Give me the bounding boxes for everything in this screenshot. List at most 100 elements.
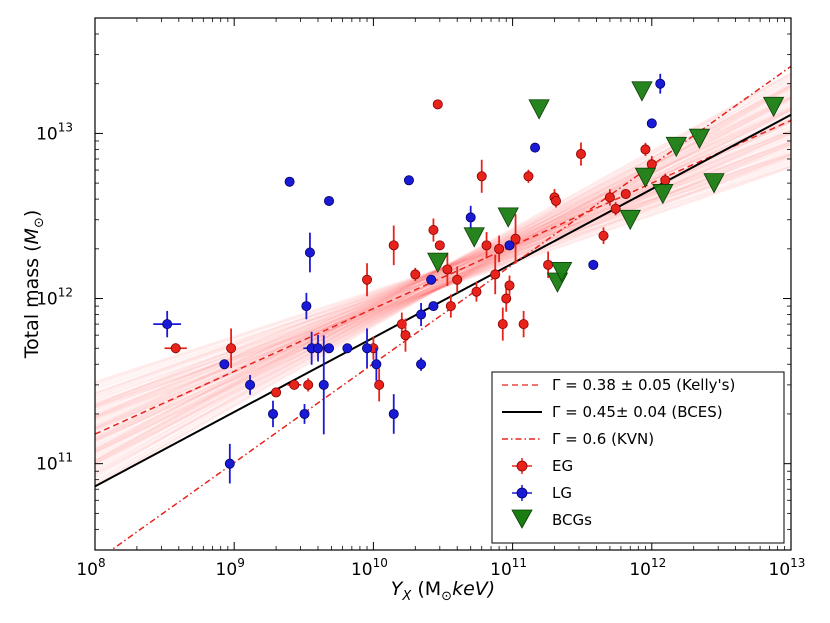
y-tick-label-2: 1013: [36, 120, 73, 144]
bcgs-point-8: [634, 167, 657, 188]
eg-point-31: [550, 194, 561, 208]
lg-point-12: [324, 195, 335, 206]
fit-line-kellys: [95, 119, 791, 435]
axis-ticks: 108 109 1010 1011 1012 1013 1011 1012 1013: [36, 17, 806, 580]
legend-bcg-marker: [511, 509, 533, 529]
eg-point-24: [501, 285, 512, 312]
lg-point-4: [268, 400, 279, 428]
lg-point-26: [588, 259, 599, 270]
bcgs-point-13: [762, 96, 785, 118]
legend-bcg-label: BCGs: [552, 511, 592, 529]
bcgs-point-9: [652, 184, 674, 205]
eg-point-12: [428, 218, 439, 242]
lg-point-19: [416, 302, 427, 327]
fit-line-bces: [95, 113, 791, 488]
lg-point-5: [284, 176, 295, 187]
eg-point-32: [575, 142, 586, 166]
lg-point-27: [646, 118, 657, 129]
eg-point-37: [640, 142, 651, 157]
eg-point-8: [388, 225, 399, 266]
legend-kvn-label: Γ = 0.6 (KVN): [552, 430, 654, 448]
eg-point-21: [490, 254, 501, 295]
lg-point-2: [224, 443, 235, 484]
legend-kelly-label: Γ = 0.38 ± 0.05 (Kelly's): [552, 376, 735, 394]
eg-point-11: [410, 267, 421, 282]
eg-point-0: [164, 343, 187, 354]
plot-frame: [94, 17, 792, 551]
lg-point-16: [371, 347, 382, 381]
y-axis-label: Total mass (M⊙): [21, 210, 47, 360]
legend-bces-label: Γ = 0.45± 0.04 (BCES): [552, 403, 723, 421]
lg-point-21: [428, 301, 439, 312]
bcgs-point-10: [665, 136, 687, 158]
lg-point-0: [153, 310, 182, 338]
bcgs-point-5: [550, 261, 573, 283]
eg-point-7: [374, 368, 385, 402]
legend-lg-label: LG: [552, 484, 572, 502]
lg-point-13: [324, 343, 335, 354]
eg-point-23: [497, 307, 508, 341]
eg-point-25: [504, 275, 515, 296]
eg-point-13: [432, 99, 443, 110]
eg-point-34: [604, 189, 615, 206]
legend-eg-marker: [512, 458, 532, 474]
lg-point-28: [655, 73, 666, 94]
bcgs-point-2: [497, 207, 519, 228]
eg-point-1: [226, 328, 237, 369]
lg-point-17: [388, 394, 399, 434]
eg-point-16: [445, 294, 456, 318]
eg-point-22: [494, 235, 505, 263]
lg-point-24: [504, 240, 515, 251]
bcgs-point-12: [703, 173, 725, 194]
eg-point-10: [400, 318, 411, 352]
lg-point-11: [318, 335, 329, 435]
x-tick-label-0: 108: [76, 556, 105, 580]
lg-point-6: [299, 404, 310, 424]
eg-point-33: [598, 227, 609, 245]
legend-eg-label: EG: [552, 457, 573, 475]
eg-point-14: [434, 240, 445, 251]
eg-point-36: [620, 188, 631, 199]
bcgs-point-6: [619, 209, 641, 231]
eg-point-26: [510, 214, 521, 264]
x-tick-label-2: 1010: [351, 556, 388, 580]
lg-point-1: [219, 359, 230, 370]
eg-point-4: [303, 378, 314, 392]
bcgs-point-1: [463, 227, 485, 248]
lg-point-18: [403, 175, 414, 186]
eg-point-27: [518, 310, 529, 338]
x-tick-label-1: 109: [216, 556, 245, 580]
eg-point-17: [452, 266, 463, 293]
y-tick-label-1: 1012: [36, 286, 73, 310]
x-axis-label: YX (M⊙keV): [391, 578, 495, 604]
lg-point-14: [342, 343, 353, 354]
bcgs-point-0: [427, 252, 449, 273]
lg-point-10: [313, 335, 324, 362]
eg-point-18: [471, 281, 482, 302]
lg-point-20: [416, 357, 427, 371]
eg-point-20: [481, 232, 492, 259]
lg-point-8: [304, 232, 315, 273]
legend: Γ = 0.38 ± 0.05 (Kelly's) Γ = 0.45± 0.04…: [491, 371, 785, 544]
lg-point-7: [301, 292, 312, 320]
bcgs-point-11: [688, 128, 711, 149]
x-tick-label-3: 1011: [490, 556, 527, 580]
x-tick-label-4: 1012: [629, 556, 666, 580]
eg-point-3: [287, 379, 302, 390]
legend-box: [491, 371, 785, 544]
eg-point-5: [362, 263, 373, 297]
bcgs-point-3: [528, 99, 550, 120]
eg-point-35: [610, 202, 621, 216]
legend-lg-marker: [512, 485, 532, 501]
eg-point-15: [442, 252, 453, 286]
y-tick-label-0: 1011: [36, 451, 73, 475]
data-points: [153, 73, 785, 484]
x-tick-label-5: 1013: [769, 556, 806, 580]
lg-point-22: [426, 274, 437, 285]
eg-point-2: [271, 387, 282, 398]
lg-point-15: [362, 328, 373, 369]
eg-point-19: [476, 159, 487, 193]
lg-point-3: [245, 374, 256, 395]
bcgs-point-7: [631, 81, 653, 102]
